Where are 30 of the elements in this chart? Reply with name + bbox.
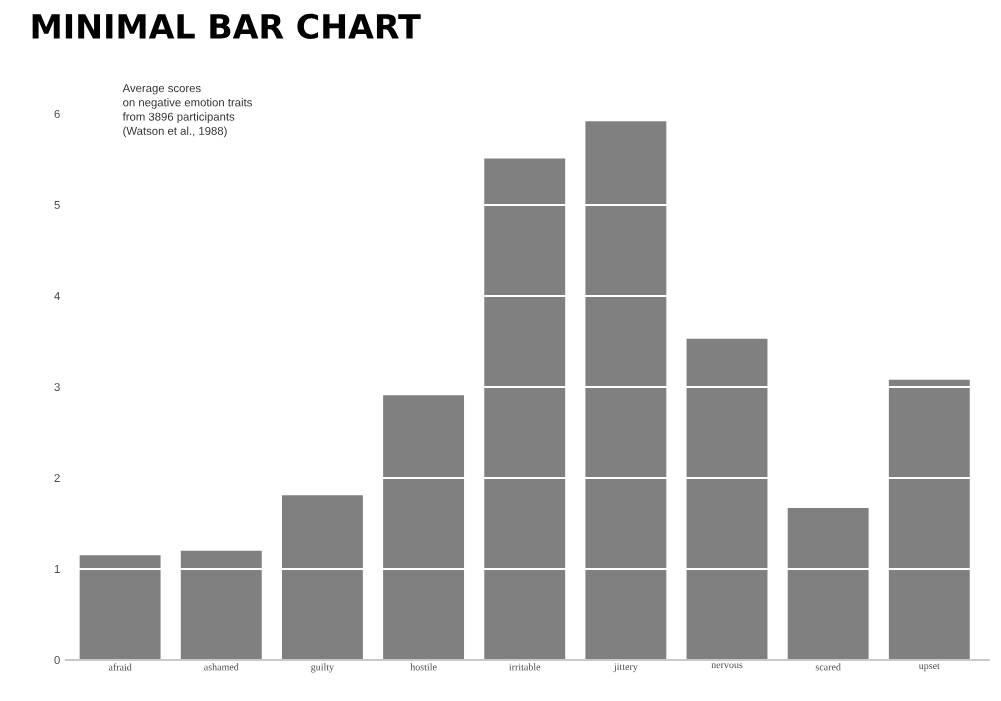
y-tick-label: 0	[54, 656, 60, 665]
y-tick-label: 1	[54, 565, 60, 573]
x-tick-label: hostile	[410, 663, 437, 671]
y-tick-label: 5	[54, 201, 60, 209]
y-tick-label: 2	[54, 474, 60, 482]
bar	[787, 508, 869, 660]
x-tick-label: nervous	[711, 663, 743, 669]
bar	[888, 379, 970, 660]
text: Average scores	[122, 84, 201, 95]
bar	[383, 395, 465, 660]
bar	[484, 158, 566, 660]
bar	[585, 121, 667, 660]
text: on negative emotion traits	[123, 98, 252, 109]
y-tick-label: 6	[54, 110, 60, 119]
x-tick-label: jittery	[613, 663, 638, 673]
x-tick-label: scared	[815, 663, 841, 671]
y-tick-label: 3	[54, 383, 60, 392]
annotation: (Watson et al., 1988)	[123, 126, 227, 138]
x-tick-label: afraid	[108, 663, 132, 671]
bar	[180, 550, 262, 660]
bar	[281, 495, 363, 660]
bar	[79, 555, 161, 660]
x-tick-label: ashamed	[204, 663, 239, 671]
x-tick-label: irritable	[509, 663, 541, 671]
bar	[686, 338, 768, 660]
x-tick-label: guilty	[311, 663, 335, 673]
chart-title: MINIMAL BAR CHART	[32, 13, 421, 39]
annotation: from 3896 participants	[122, 112, 235, 123]
y-tick-label: 4	[54, 292, 60, 300]
x-tick-label: upset	[918, 663, 940, 672]
